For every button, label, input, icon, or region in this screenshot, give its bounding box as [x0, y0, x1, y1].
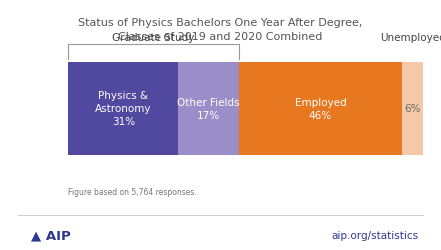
Text: Other Fields
17%: Other Fields 17%	[177, 97, 240, 120]
Text: Unemployed: Unemployed	[380, 32, 441, 42]
Text: 6%: 6%	[404, 104, 421, 114]
Bar	[239, 62, 402, 155]
Bar	[179, 62, 239, 155]
Bar	[402, 62, 423, 155]
Text: ▲ AIP: ▲ AIP	[31, 228, 71, 241]
Text: Employed
46%: Employed 46%	[295, 97, 346, 120]
Text: Graduate Study: Graduate Study	[112, 32, 195, 42]
Text: Physics &
Astronomy
31%: Physics & Astronomy 31%	[95, 90, 152, 127]
Text: Figure based on 5,764 responses.: Figure based on 5,764 responses.	[68, 188, 197, 196]
Text: aip.org/statistics: aip.org/statistics	[332, 230, 419, 240]
Text: Status of Physics Bachelors One Year After Degree,
Classes of 2019 and 2020 Comb: Status of Physics Bachelors One Year Aft…	[78, 18, 363, 42]
Bar	[68, 62, 179, 155]
